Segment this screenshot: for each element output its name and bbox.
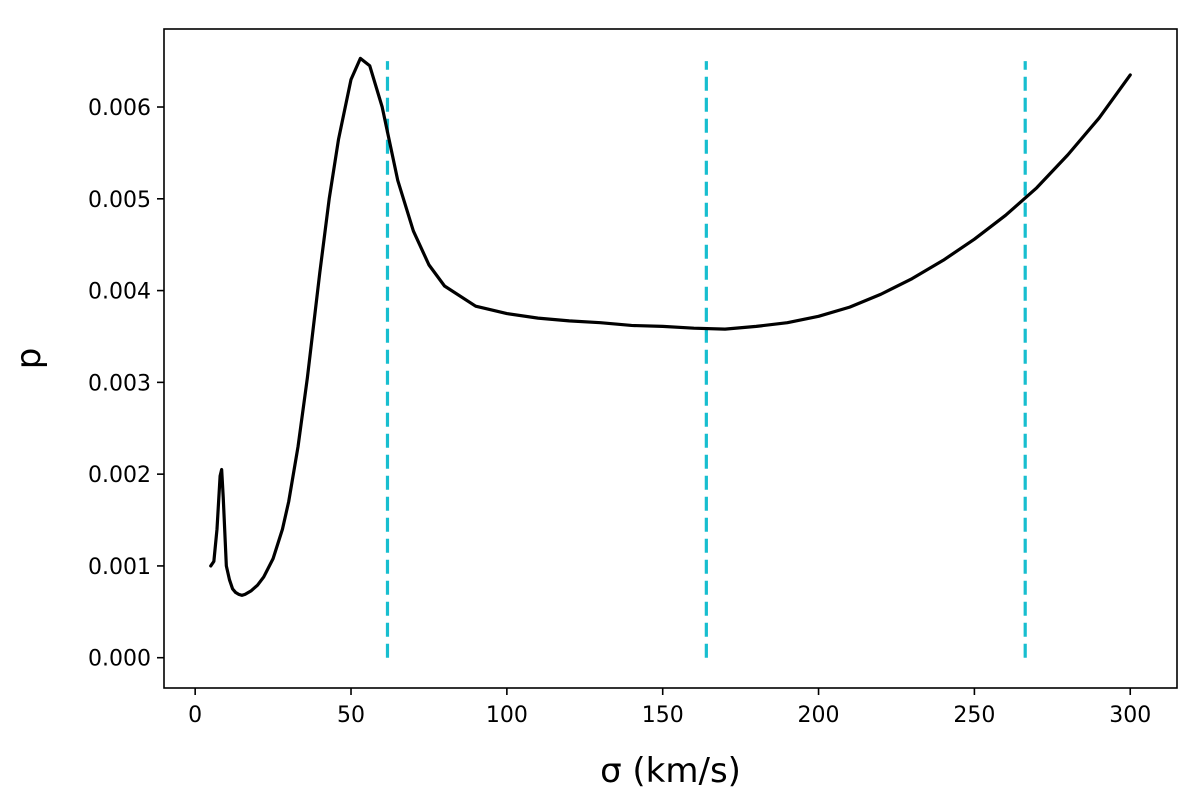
x-tick-label: 150: [642, 703, 684, 728]
x-axis-ticks: 0 50 100 150 200 250 300: [188, 688, 1151, 728]
x-tick-label: 0: [188, 703, 202, 728]
x-tick-label: 50: [337, 703, 365, 728]
series-line-1: [209, 56, 1132, 597]
y-tick-label: 0.002: [88, 463, 151, 488]
x-tick-label: 250: [953, 703, 995, 728]
y-tick-label: 0.005: [88, 188, 151, 213]
x-tick-label: 100: [486, 703, 528, 728]
x-axis-label: σ (km/s): [600, 751, 741, 791]
y-tick-label: 0.006: [88, 96, 151, 121]
series-layer: [209, 56, 1132, 597]
y-axis-label: p: [9, 348, 49, 370]
plot-frame: [163, 28, 1178, 689]
y-tick-label: 0.003: [88, 371, 151, 396]
vertical-lines-layer: [385, 61, 1027, 658]
x-tick-label: 200: [798, 703, 840, 728]
y-tick-label: 0.004: [88, 280, 151, 305]
y-tick-label: 0.000: [88, 647, 151, 672]
y-axis-ticks: 0.000 0.001 0.002 0.003 0.004 0.005 0.006: [88, 96, 164, 672]
y-tick-label: 0.001: [88, 555, 151, 580]
x-tick-label: 300: [1109, 703, 1151, 728]
